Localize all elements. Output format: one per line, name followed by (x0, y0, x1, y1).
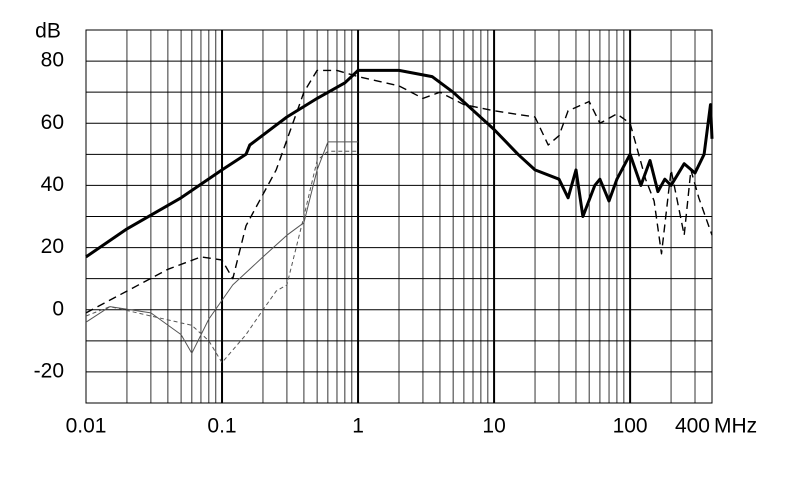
x-tick-label: 10 (482, 415, 505, 438)
y-tick-label: 20 (41, 235, 64, 258)
x-tick-label: 0.1 (207, 415, 236, 438)
x-axis-label: MHz (714, 415, 757, 438)
plot-frame (85, 29, 713, 404)
data-line (85, 141, 359, 354)
data-line (85, 68, 714, 259)
y-tick-label: 40 (41, 173, 64, 196)
y-tick-label: -20 (34, 359, 64, 382)
data-line (85, 69, 713, 314)
y-tick-label: 80 (41, 49, 64, 72)
y-axis-label: dB (35, 20, 61, 43)
y-tick-label: 60 (41, 111, 64, 134)
x-tick-label: 1 (352, 415, 364, 438)
y-tick-label: 0 (52, 297, 64, 320)
x-tick-label: 100 (613, 415, 648, 438)
data-line (85, 150, 359, 364)
x-tick-label: 400 (675, 415, 710, 438)
x-tick-label: 0.01 (66, 415, 107, 438)
